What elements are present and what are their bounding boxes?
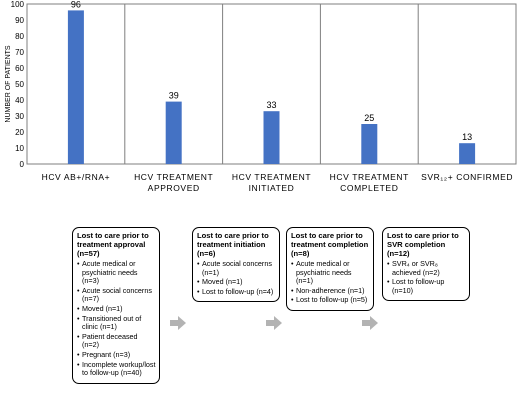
y-tick-label: 50 [15,80,24,89]
x-axis-label: HCV TREATMENT [232,172,311,182]
x-axis-label: INITIATED [249,183,295,193]
y-axis-title: NUMBER OF PATIENTS [5,45,12,122]
box-item: Moved (n=1) [77,304,156,314]
y-tick-label: 80 [15,32,24,41]
box-item: Moved (n=1) [197,278,276,287]
data-label: 96 [71,0,81,9]
box-item: Incomplete workup/lost to follow-up (n=4… [77,360,156,378]
x-axis-label: HCV TREATMENT [134,172,213,182]
bar-chart: NUMBER OF PATIENTS 0 10 20 30 40 50 60 70 80 90 10… [5,0,517,193]
box-item: Transitioned out of clinic (n=1) [77,314,156,332]
lost-to-care-box-3: Lost to care prior to treatment completi… [286,227,374,311]
bar [459,143,476,164]
x-axis-label: HCV TREATMENT [330,172,409,182]
x-axis-label: HCV AB+/RNA+ [42,172,111,182]
data-labels: 96 39 33 25 13 [71,0,472,142]
y-tick-label: 90 [15,16,24,25]
x-axis-label: APPROVED [148,183,200,193]
y-tick-label: 10 [15,144,24,153]
box-item: SVR₄ or SVR₈ achieved (n=2) [387,259,466,277]
lost-to-care-box-1: Lost to care prior to treatment approval… [72,227,160,384]
y-tick-label: 100 [11,0,25,9]
box-item: Acute medical or psychiatric needs (n=3) [77,259,156,286]
data-label: 13 [462,132,472,142]
y-tick-label: 30 [15,112,24,121]
data-label: 25 [364,113,374,123]
lost-to-care-box-2: Lost to care prior to treatment initiati… [192,227,280,303]
flow-arrow-icon [266,316,282,330]
box-item: Pregnant (n=3) [77,350,156,360]
box-item: Acute medical or psychiatric needs (n=1) [291,259,370,286]
bars [67,10,476,165]
flow-arrow-icon [362,316,378,330]
box-title: Lost to care prior to treatment completi… [291,231,369,258]
lost-to-care-box-4: Lost to care prior to SVR completion (n=… [382,227,470,302]
data-label: 33 [266,100,276,110]
y-tick-label: 40 [15,96,24,105]
bar [263,111,280,164]
y-tick-label: 60 [15,64,24,73]
flow-arrow-icon [170,316,186,330]
bar [67,10,84,165]
box-item: Acute social concerns (n=1) [197,259,276,277]
y-axis-title-group: NUMBER OF PATIENTS [5,45,12,122]
y-axis-ticks: 0 10 20 30 40 50 60 70 80 90 100 [11,0,25,169]
y-tick-label: 0 [20,160,25,169]
box-item: Patient deceased (n=2) [77,332,156,350]
data-label: 39 [169,91,179,101]
box-title: Lost to care prior to SVR completion (n=… [387,231,459,258]
box-item: Non-adherence (n=1) [291,286,370,296]
box-item: Acute social concerns (n=7) [77,286,156,304]
box-item: Lost to follow-up (n=10) [387,277,466,295]
box-title: Lost to care prior to treatment approval… [77,231,149,258]
x-axis-label: COMPLETED [340,183,398,193]
x-axis-label: SVR₁₂+ CONFIRMED [421,172,513,182]
bar [361,124,378,164]
y-tick-label: 20 [15,128,24,137]
bar [165,101,182,164]
box-item: Lost to follow-up (n=4) [197,287,276,297]
y-tick-label: 70 [15,48,24,57]
box-title: Lost to care prior to treatment initiati… [197,231,269,258]
box-item: Lost to follow-up (n=5) [291,296,370,305]
